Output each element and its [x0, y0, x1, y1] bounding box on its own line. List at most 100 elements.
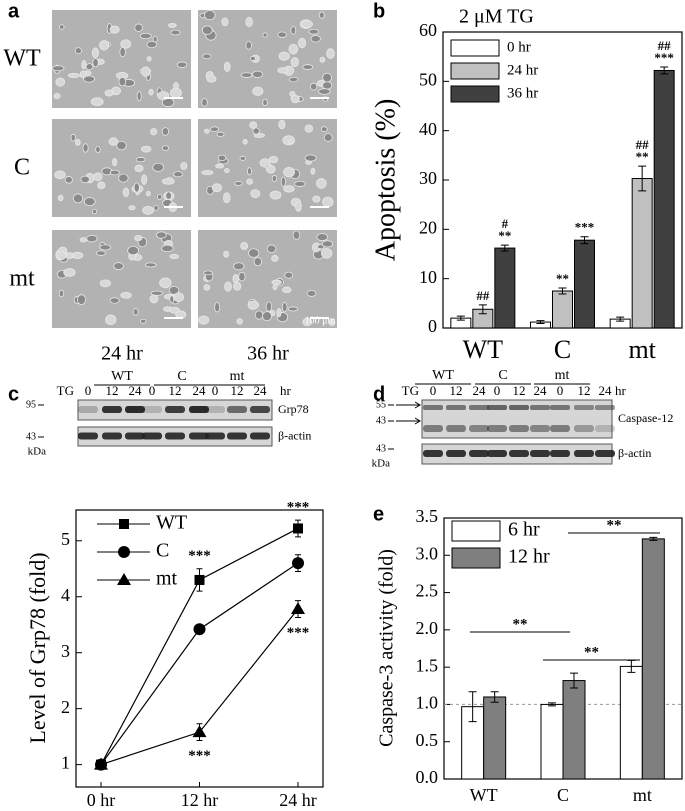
- cell: [295, 201, 302, 212]
- cell: [86, 234, 98, 243]
- cell: [120, 291, 132, 299]
- x-tick-label: 12 hr: [181, 790, 219, 810]
- cell: [58, 289, 65, 298]
- lane-label: 12: [513, 383, 526, 398]
- cell: [133, 182, 140, 193]
- band-label: Grp78: [278, 402, 309, 416]
- bar: [540, 703, 564, 780]
- cell: [99, 40, 110, 51]
- cell: [204, 128, 210, 134]
- cell: [287, 139, 293, 145]
- cell: [141, 174, 148, 185]
- bar: [574, 239, 595, 329]
- band: [423, 425, 443, 432]
- cell: [271, 279, 282, 286]
- cell: [161, 127, 170, 136]
- cell: [74, 138, 81, 146]
- x-tick-label: WT: [470, 785, 498, 805]
- cell: [104, 89, 114, 97]
- cell: [266, 244, 277, 254]
- cell: [99, 244, 111, 251]
- cell: [306, 290, 317, 297]
- cell: [203, 270, 213, 276]
- cell: [120, 39, 132, 49]
- cell: [288, 43, 299, 55]
- cell: [82, 143, 89, 153]
- cell: [318, 88, 331, 95]
- lane-label: 0: [212, 383, 219, 398]
- band: [227, 406, 247, 413]
- band: [250, 432, 270, 440]
- lane-group: mt: [555, 368, 570, 383]
- cell: [157, 193, 163, 201]
- unit-label: hr: [615, 383, 627, 398]
- cell: [262, 32, 268, 38]
- cell: [266, 164, 276, 174]
- significance: ***: [188, 748, 211, 764]
- error-bar: [490, 691, 499, 703]
- cell: [268, 155, 279, 164]
- significance: ***: [188, 548, 211, 564]
- bar: [631, 178, 653, 329]
- band: [574, 405, 594, 410]
- band: [227, 432, 247, 440]
- cell: [254, 310, 264, 320]
- legend-label: 6 hr: [508, 519, 540, 541]
- cell: [118, 173, 129, 183]
- micrograph: [52, 10, 191, 108]
- y-axis-label: Caspase-3 activity (fold): [376, 549, 398, 747]
- cell: [79, 70, 87, 79]
- cell: [310, 35, 321, 43]
- mw-unit: kDa: [372, 458, 390, 470]
- cell: [67, 73, 80, 79]
- cell: [112, 157, 118, 167]
- cell: [72, 193, 84, 204]
- mw-marker: 43: [26, 431, 36, 442]
- cell: [262, 311, 272, 322]
- cell: [322, 81, 333, 90]
- cell: [277, 31, 287, 38]
- cell: [77, 294, 86, 306]
- bar: [619, 665, 643, 780]
- cell: [309, 82, 318, 91]
- cell: [201, 25, 213, 35]
- cell: [202, 53, 212, 60]
- column-label: 24 hr: [101, 343, 143, 365]
- cell: [312, 195, 321, 203]
- y-tick-label: 3.5: [416, 506, 439, 526]
- y-tick-label: 3.0: [416, 543, 439, 563]
- band: [595, 450, 615, 457]
- cell: [201, 98, 208, 107]
- band: [595, 425, 615, 432]
- cell: [271, 254, 279, 262]
- cell: [223, 192, 231, 204]
- error-bar: [468, 691, 477, 723]
- error-bar: [456, 315, 465, 321]
- y-tick-label: 10: [419, 267, 437, 287]
- y-tick-label: 0: [428, 316, 437, 336]
- lane-label: 12: [578, 383, 591, 398]
- band: [487, 450, 507, 457]
- cell: [175, 310, 187, 319]
- arrow: [396, 417, 421, 425]
- mw-marker: 43: [376, 443, 386, 454]
- column-label: 36 hr: [247, 343, 289, 365]
- cell: [81, 59, 87, 70]
- cell: [316, 233, 329, 242]
- cell: [252, 86, 264, 96]
- cell: [238, 271, 246, 282]
- cell: [109, 169, 120, 176]
- significance: **: [498, 228, 511, 243]
- error-bar: [638, 165, 647, 192]
- band: [595, 405, 615, 410]
- cell: [223, 61, 231, 72]
- cell: [201, 170, 214, 175]
- cell: [91, 208, 98, 215]
- cell: [96, 250, 106, 256]
- y-tick-label: 2.5: [416, 581, 439, 601]
- cell: [136, 91, 142, 102]
- cell: [83, 197, 96, 207]
- cell: [290, 94, 300, 104]
- cell: [278, 51, 290, 61]
- cell: [326, 48, 335, 59]
